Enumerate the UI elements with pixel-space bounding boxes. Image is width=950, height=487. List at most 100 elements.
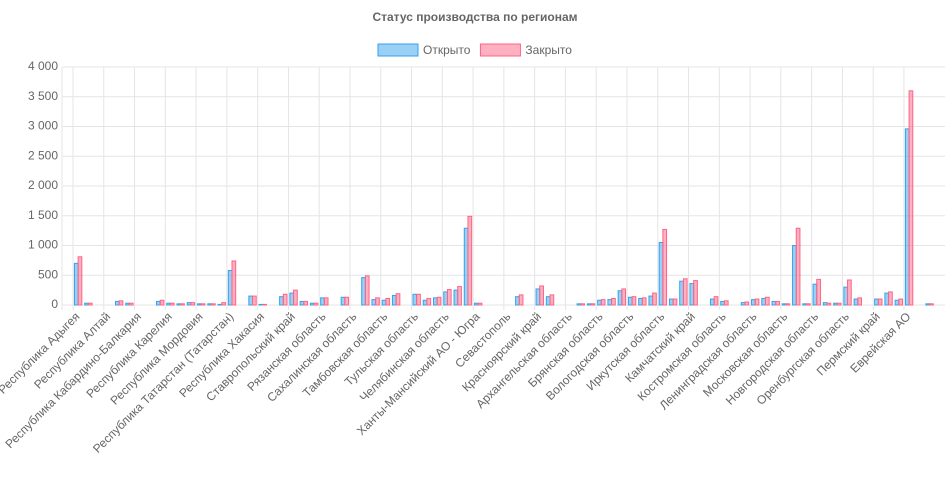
bar (217, 303, 223, 306)
y-tick-label: 2 500 (28, 148, 58, 162)
bar (775, 300, 780, 306)
bar (802, 303, 808, 306)
bar (361, 277, 366, 306)
bar (128, 302, 134, 306)
bar (833, 302, 838, 306)
bar (279, 296, 284, 306)
bar (539, 285, 544, 306)
bar (381, 299, 387, 306)
bar (812, 283, 818, 306)
bar (607, 299, 613, 306)
bar (207, 303, 212, 306)
bar (77, 256, 83, 306)
bar (904, 128, 910, 306)
bar (385, 297, 391, 306)
legend-swatch (377, 43, 419, 57)
bar (446, 289, 452, 306)
y-tick-label: 1 000 (28, 238, 58, 252)
bar (197, 303, 202, 306)
bar (166, 302, 171, 306)
bar (682, 278, 688, 306)
bar (535, 288, 541, 306)
bar (822, 302, 828, 306)
bar (303, 300, 309, 306)
bar (156, 300, 161, 306)
bar (816, 278, 821, 306)
bar (293, 289, 298, 306)
bar (190, 302, 196, 306)
bar (689, 283, 695, 306)
bar (600, 299, 606, 306)
bar (84, 302, 89, 306)
bar (764, 296, 770, 306)
bar (313, 302, 319, 306)
bar (874, 298, 879, 306)
bar (652, 292, 657, 306)
bar (843, 286, 849, 306)
bar (806, 303, 811, 306)
bar (180, 303, 185, 306)
bar (477, 302, 483, 306)
bar (344, 296, 350, 306)
bar (898, 298, 904, 306)
bar (474, 302, 479, 306)
bar (518, 294, 524, 306)
bar (638, 297, 643, 306)
bar (723, 300, 729, 306)
bar (221, 302, 226, 306)
y-tick-label: 3 500 (28, 89, 58, 103)
bar (87, 302, 93, 306)
bar (200, 303, 206, 306)
bar (231, 260, 237, 306)
bar (611, 297, 616, 306)
bar (159, 299, 165, 306)
bar (857, 297, 862, 306)
bar (658, 242, 664, 306)
bar (549, 294, 555, 306)
bar (621, 288, 627, 306)
bar (836, 302, 842, 306)
bar (463, 227, 469, 306)
bar (391, 294, 397, 306)
bar (672, 298, 678, 306)
bar (908, 90, 914, 306)
bar (545, 296, 551, 306)
bar (713, 296, 719, 306)
bar (590, 303, 596, 306)
bar (323, 297, 329, 306)
bar (785, 303, 791, 306)
bar (467, 215, 473, 306)
bar (627, 296, 633, 306)
y-tick-label: 3 000 (28, 119, 58, 133)
bar (693, 280, 698, 306)
bar (457, 286, 462, 306)
bar (781, 303, 787, 306)
chart-title: Статус производства по регионам (372, 10, 577, 24)
bar (720, 300, 725, 306)
bar (375, 297, 380, 306)
bar (826, 302, 832, 306)
bar (227, 269, 233, 306)
bar (641, 297, 647, 306)
bar (576, 303, 582, 306)
bar (853, 298, 859, 306)
bar (252, 295, 257, 306)
bar (186, 302, 192, 306)
bar (364, 275, 370, 306)
y-tick-label: 2 000 (28, 178, 58, 192)
bar (580, 303, 586, 306)
bar (668, 298, 674, 306)
bar (125, 302, 130, 306)
bar (597, 299, 602, 306)
y-tick-label: 4 000 (28, 59, 58, 73)
bar (515, 296, 520, 306)
bar (416, 293, 421, 306)
y-tick-label: 500 (38, 267, 58, 281)
bar (771, 300, 777, 306)
y-tick-label: 1 500 (28, 208, 58, 222)
bar (248, 295, 254, 306)
bar (282, 293, 288, 306)
bar (877, 298, 883, 306)
bar (395, 293, 401, 306)
bar (586, 303, 592, 306)
